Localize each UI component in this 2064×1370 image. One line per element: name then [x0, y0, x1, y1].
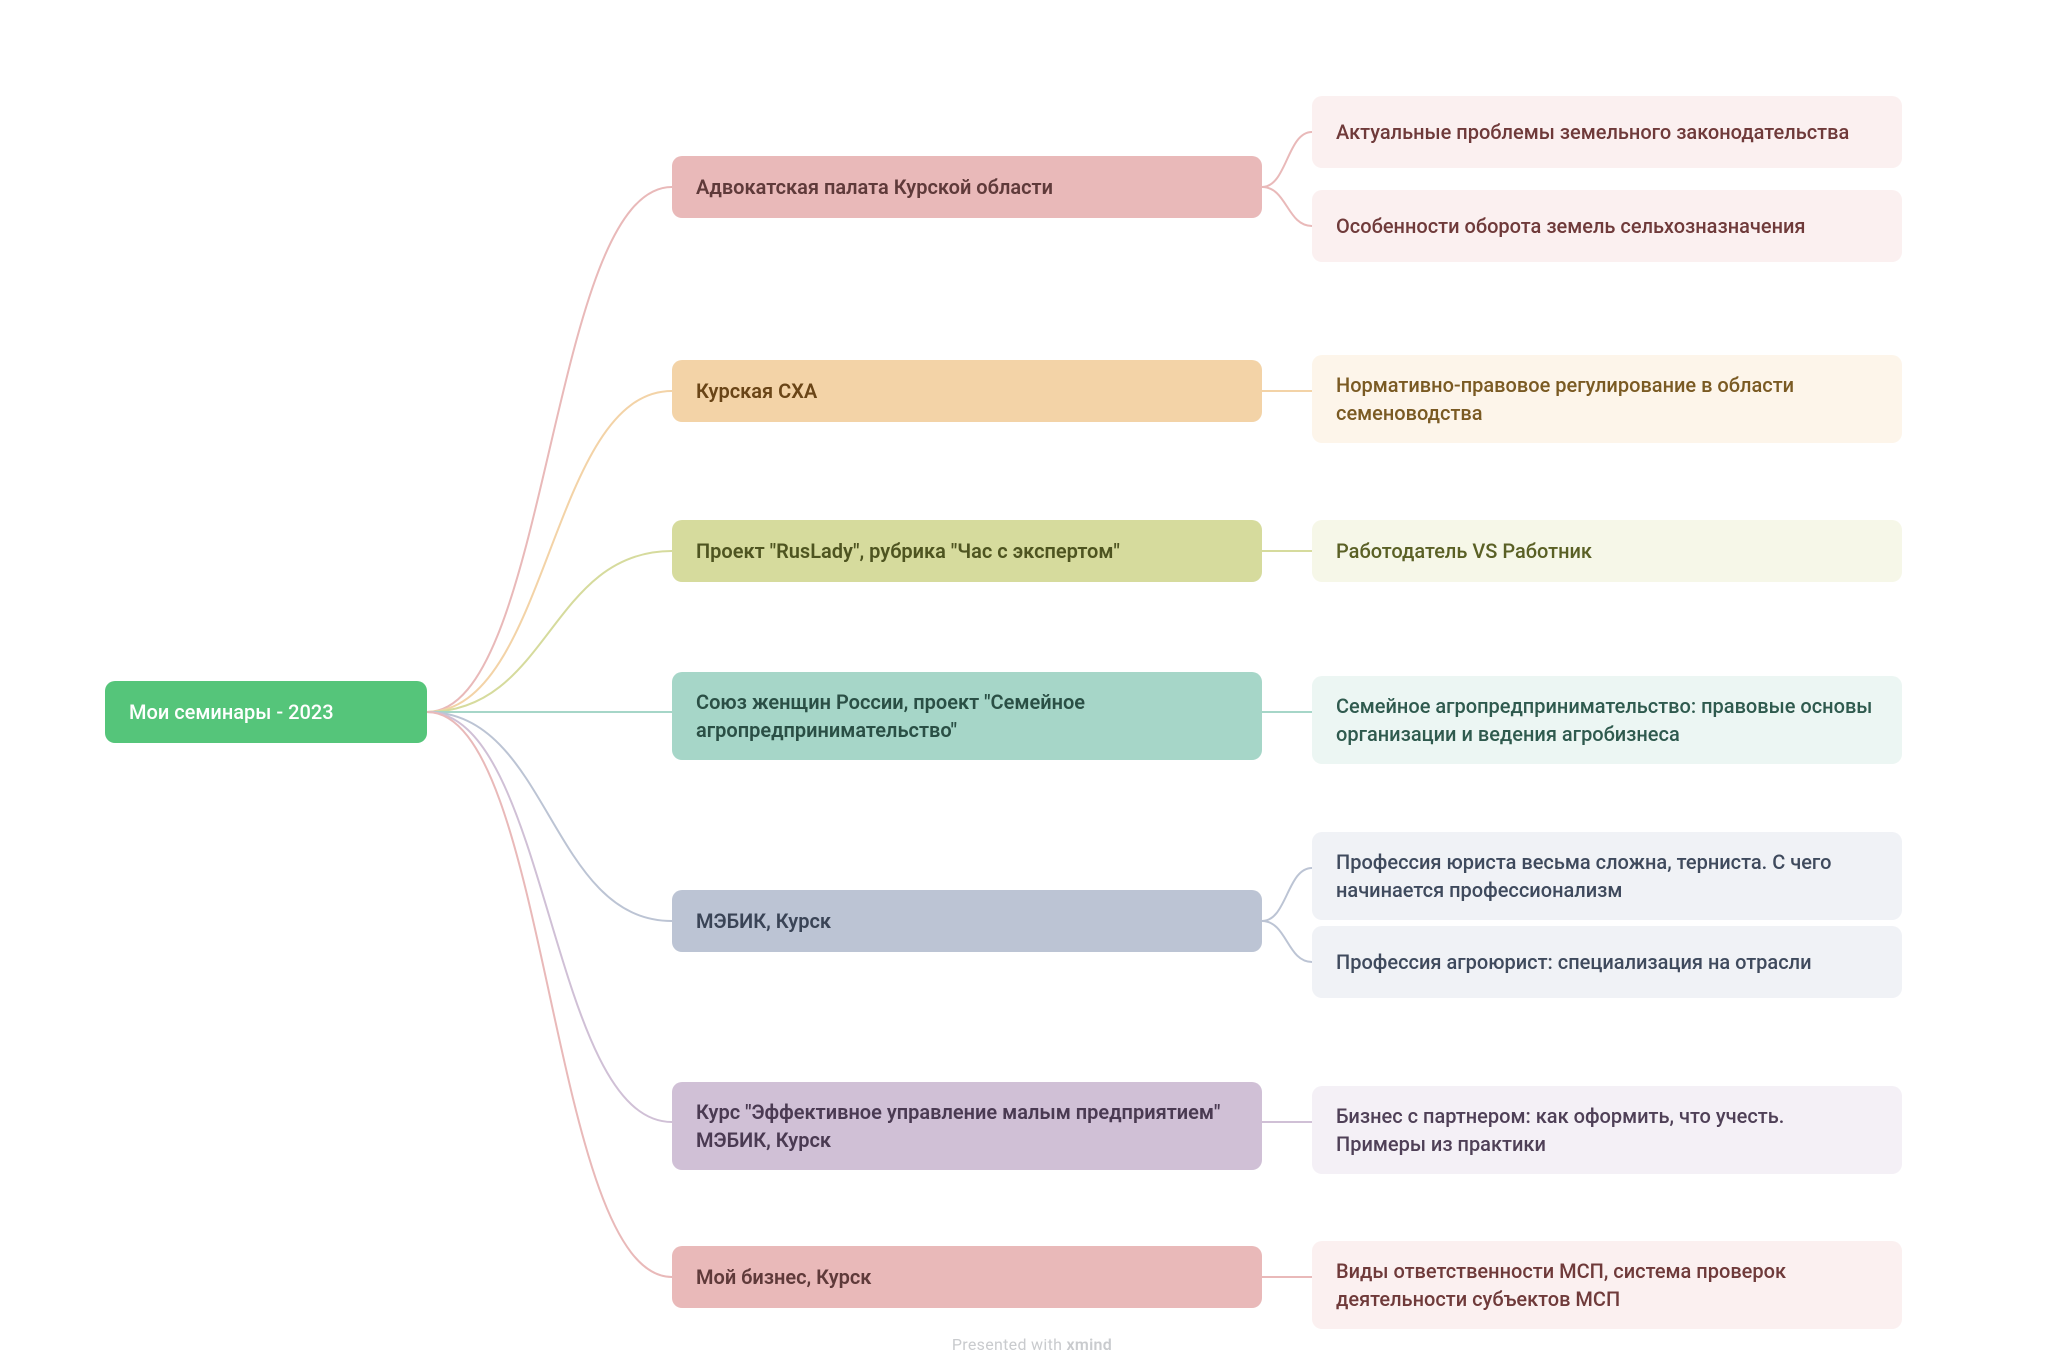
footer-brand: xmind [1066, 1335, 1112, 1354]
root-node[interactable]: Мои семинары - 2023 [105, 681, 427, 743]
leaf-node-0-0[interactable]: Актуальные проблемы земельного законодат… [1312, 96, 1902, 168]
leaf-node-4-1[interactable]: Профессия агроюрист: специализация на от… [1312, 926, 1902, 998]
branch-node-4[interactable]: МЭБИК, Курск [672, 890, 1262, 952]
branch-node-6[interactable]: Мой бизнес, Курск [672, 1246, 1262, 1308]
leaf-node-5-0[interactable]: Бизнес с партнером: как оформить, что уч… [1312, 1086, 1902, 1174]
branch-node-3[interactable]: Союз женщин России, проект "Семейное агр… [672, 672, 1262, 760]
branch-node-1[interactable]: Курская СХА [672, 360, 1262, 422]
branch-node-2[interactable]: Проект "RusLady", рубрика "Час с эксперт… [672, 520, 1262, 582]
leaf-node-1-0[interactable]: Нормативно-правовое регулирование в обла… [1312, 355, 1902, 443]
leaf-node-0-1[interactable]: Особенности оборота земель сельхозназнач… [1312, 190, 1902, 262]
footer-prefix: Presented with [952, 1335, 1067, 1354]
leaf-node-2-0[interactable]: Работодатель VS Работник [1312, 520, 1902, 582]
branch-node-5[interactable]: Курс "Эффективное управление малым предп… [672, 1082, 1262, 1170]
leaf-node-6-0[interactable]: Виды ответственности МСП, система провер… [1312, 1241, 1902, 1329]
mindmap-canvas: Мои семинары - 2023 Адвокатская палата Ку… [0, 0, 2064, 1370]
footer: Presented with xmind [952, 1335, 1112, 1354]
leaf-node-4-0[interactable]: Профессия юриста весьма сложна, терниста… [1312, 832, 1902, 920]
leaf-node-3-0[interactable]: Семейное агропредпринимательство: правов… [1312, 676, 1902, 764]
branch-node-0[interactable]: Адвокатская палата Курской области [672, 156, 1262, 218]
